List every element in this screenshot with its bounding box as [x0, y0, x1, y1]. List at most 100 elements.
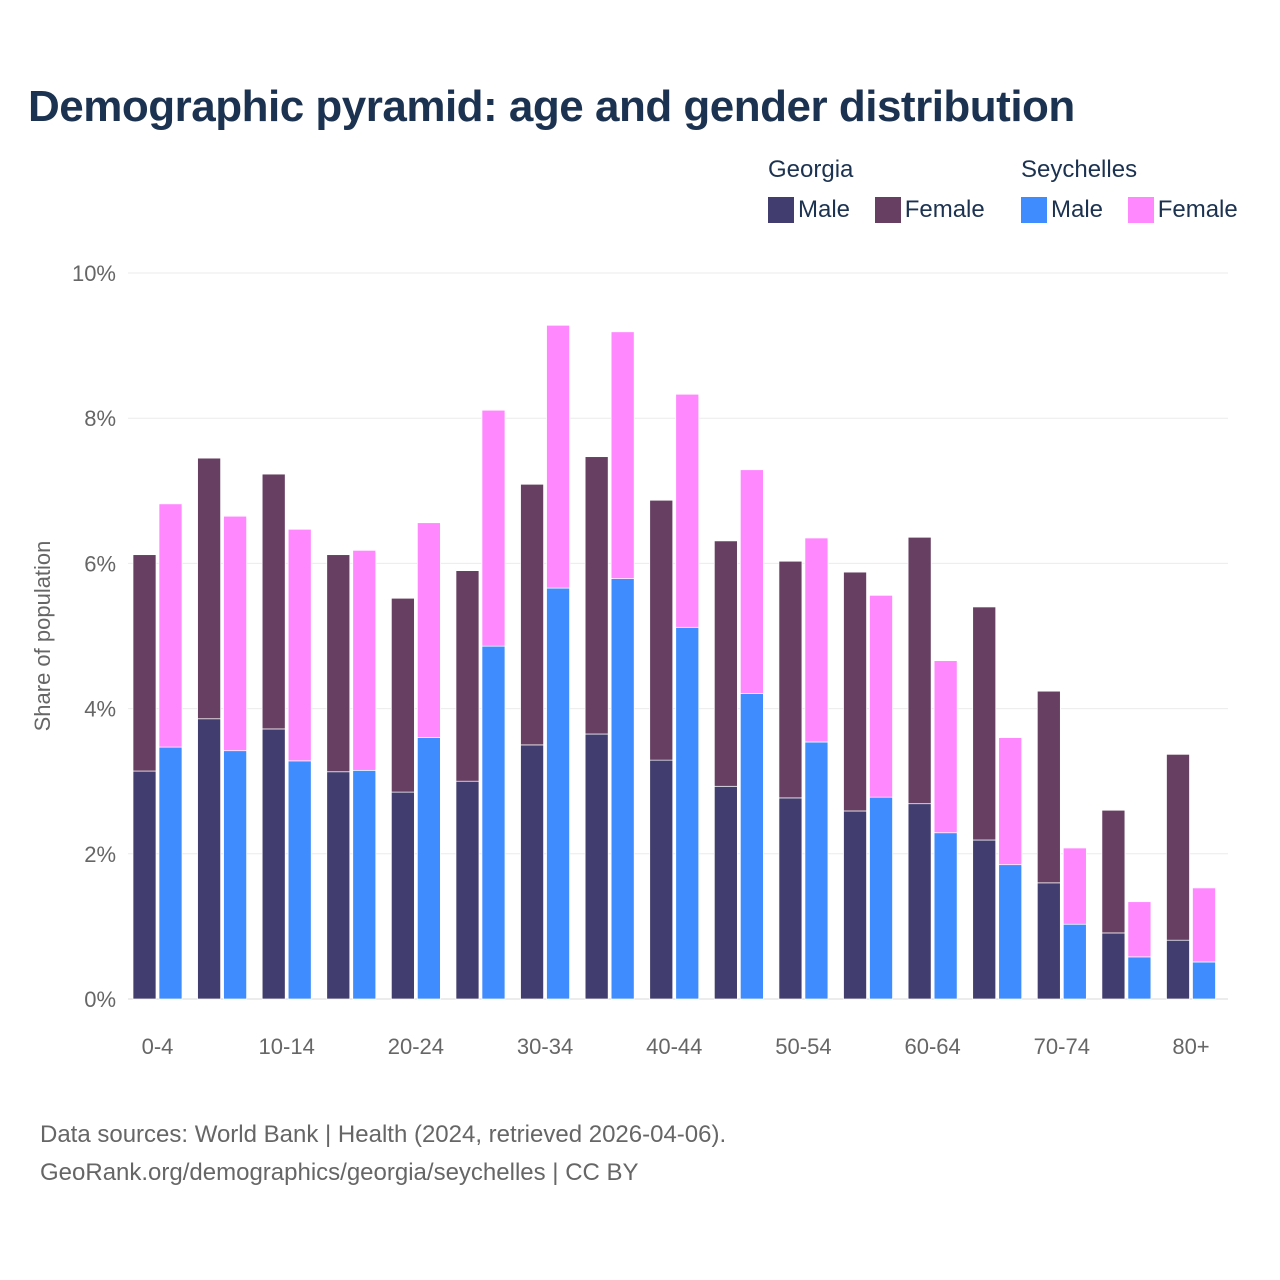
x-tick-label: 20-24 [388, 1034, 444, 1059]
footer: Data sources: World Bank | Health (2024,… [40, 1116, 726, 1192]
legend-swatch [1127, 197, 1154, 223]
y-tick-label: 2% [84, 842, 116, 867]
bar-georgia-male [972, 839, 997, 1000]
bar-seychelles-female [546, 324, 570, 589]
bar-georgia-male [1166, 939, 1190, 1000]
legend-georgia: Georgia Male Female [768, 156, 1003, 230]
y-tick-label: 8% [84, 406, 116, 431]
legend-label: Female [904, 196, 985, 223]
y-axis-label: Share of population [30, 541, 55, 732]
bar-seychelles-female [1062, 847, 1087, 925]
bar-georgia-male [455, 780, 480, 1000]
bar-seychelles-male [933, 832, 958, 1000]
attribution-text: GeoRank.org/demographics/georgia/seychel… [40, 1159, 639, 1186]
bar-georgia-male [778, 797, 803, 1000]
bar-seychelles-female [287, 528, 312, 762]
bar-georgia-female [584, 456, 609, 735]
x-tick-label: 0-4 [142, 1034, 174, 1059]
bar-seychelles-male [481, 645, 506, 1000]
bar-georgia-female [455, 570, 480, 782]
bar-georgia-male [649, 759, 674, 1000]
legend-swatch [768, 197, 794, 223]
bar-georgia-female [1036, 690, 1061, 884]
bar-seychelles-male [1127, 956, 1152, 1000]
bar-seychelles-male [287, 760, 312, 1000]
bar-seychelles-male [158, 746, 183, 1000]
legend-label: Female [1157, 196, 1238, 223]
bar-georgia-female [843, 571, 867, 812]
bar-seychelles-male [1062, 923, 1087, 1000]
bar-seychelles-male [352, 769, 377, 1000]
bar-georgia-male [907, 803, 932, 1000]
bar-georgia-male [1036, 882, 1061, 1000]
legend-title-seychelles: Seychelles [1021, 156, 1138, 183]
bar-seychelles-female [804, 537, 829, 743]
page-title: Demographic pyramid: age and gender dist… [28, 82, 1075, 131]
x-tick-label: 70-74 [1034, 1034, 1090, 1059]
bar-georgia-female [326, 554, 351, 773]
bar-georgia-male [261, 728, 286, 1000]
legend-item-seychelles-male[interactable]: Male [1021, 196, 1103, 224]
bar-seychelles-male [998, 864, 1023, 1000]
bar-georgia-female [132, 554, 157, 772]
bar-georgia-female [261, 473, 286, 730]
bar-georgia-female [520, 483, 544, 746]
x-tick-label: 50-54 [775, 1034, 831, 1059]
y-tick-label: 0% [84, 987, 116, 1012]
legend-label: Male [1051, 196, 1104, 223]
bar-georgia-female [197, 457, 221, 720]
bar-seychelles-male [223, 750, 247, 1000]
legend-title-georgia: Georgia [768, 156, 854, 183]
y-tick-label: 4% [84, 697, 116, 722]
bar-seychelles-female [933, 660, 958, 834]
bar-georgia-female [649, 499, 674, 761]
bar-seychelles-female [1192, 887, 1216, 963]
legend-item-georgia-male[interactable]: Male [768, 196, 850, 224]
bar-georgia-male [1101, 932, 1126, 1000]
bar-georgia-male [326, 771, 351, 1000]
bar-seychelles-female [481, 409, 506, 647]
bar-seychelles-female [675, 393, 700, 628]
legend-swatch [1021, 197, 1047, 223]
legend-swatch [874, 197, 901, 223]
legend-item-seychelles-female[interactable]: Female [1127, 196, 1238, 224]
bar-seychelles-female [223, 515, 247, 752]
bar-georgia-male [584, 733, 609, 1000]
bar-georgia-female [907, 536, 932, 805]
bar-georgia-female [713, 540, 738, 787]
bar-georgia-female [1166, 753, 1190, 941]
x-tick-label: 80+ [1172, 1034, 1209, 1059]
bar-seychelles-male [739, 693, 764, 1000]
bar-georgia-male [520, 744, 544, 1000]
bar-seychelles-female [610, 331, 635, 579]
bar-georgia-male [132, 770, 157, 1000]
bar-seychelles-female [869, 594, 893, 798]
bar-georgia-female [1101, 809, 1126, 934]
bar-georgia-female [778, 560, 803, 799]
bar-seychelles-male [804, 741, 829, 1000]
bar-seychelles-female [158, 503, 183, 748]
bar-georgia-male [713, 785, 738, 1000]
bar-seychelles-male [417, 737, 441, 1000]
legend-item-georgia-female[interactable]: Female [874, 196, 985, 224]
bar-georgia-female [391, 597, 415, 793]
legend-seychelles: Seychelles Male Female [1021, 156, 1238, 230]
bar-seychelles-male [1192, 961, 1216, 1000]
x-tick-label: 40-44 [646, 1034, 702, 1059]
bar-georgia-male [391, 791, 415, 1000]
legend-label: Male [798, 196, 851, 223]
y-tick-label: 6% [84, 551, 116, 576]
bar-georgia-male [197, 718, 221, 1000]
bar-seychelles-female [998, 737, 1023, 866]
y-tick-label: 10% [72, 261, 116, 286]
bar-seychelles-female [352, 549, 377, 771]
source-text: Data sources: World Bank | Health (2024,… [40, 1121, 727, 1148]
bar-seychelles-male [610, 578, 635, 1000]
x-tick-label: 10-14 [259, 1034, 315, 1059]
bar-seychelles-female [417, 522, 441, 738]
bar-seychelles-female [739, 469, 764, 694]
x-tick-label: 30-34 [517, 1034, 573, 1059]
bar-georgia-male [843, 810, 867, 1000]
